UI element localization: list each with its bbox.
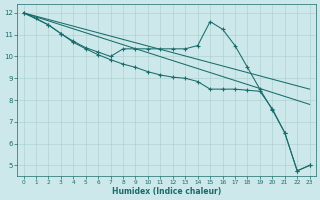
X-axis label: Humidex (Indice chaleur): Humidex (Indice chaleur) — [112, 187, 221, 196]
